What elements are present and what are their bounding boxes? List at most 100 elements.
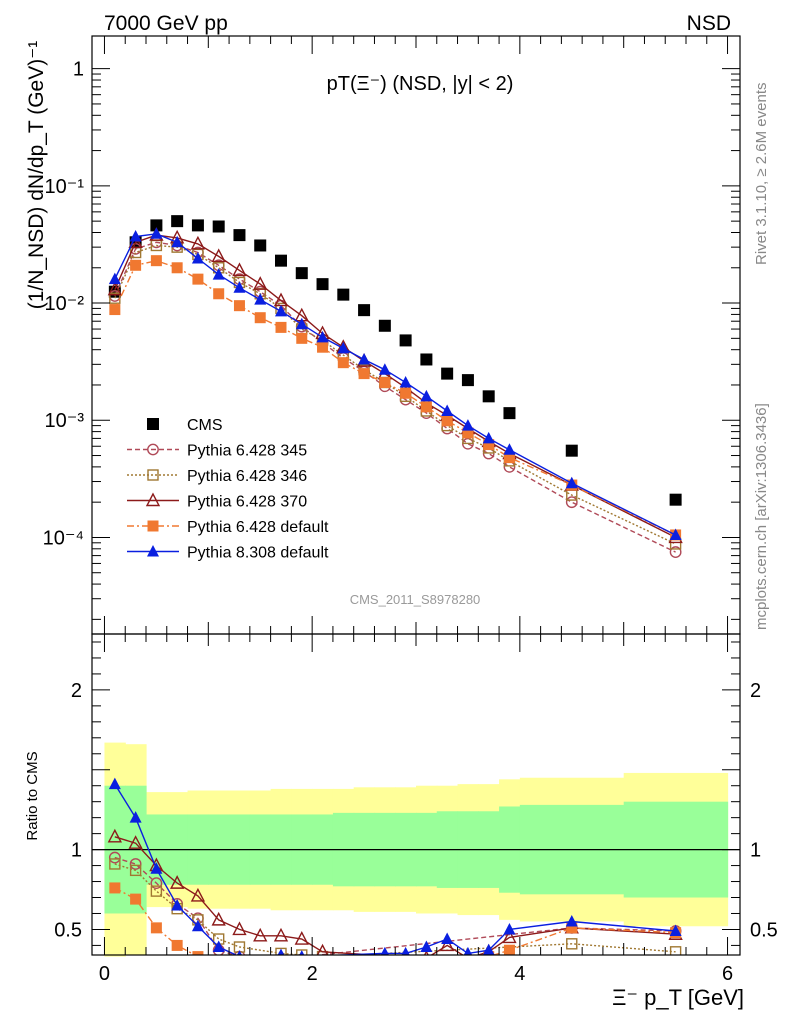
data-point — [108, 272, 121, 285]
ratio-point — [191, 919, 204, 932]
ratio-point — [129, 864, 142, 877]
plot-title-text: pT(Ξ⁻) (NSD, |y| < 2) — [327, 73, 514, 95]
data-point — [275, 321, 287, 333]
ratio-point — [441, 932, 454, 945]
data-point — [337, 341, 350, 354]
ratio-point — [108, 851, 121, 864]
ratio-point — [150, 922, 162, 934]
mcplots-label: mcplots.cern.ch [arXiv:1306.3436] — [753, 403, 770, 630]
series-line — [114, 244, 676, 545]
ratio-point — [503, 922, 516, 935]
legend-label: Pythia 6.428 default — [187, 519, 329, 536]
ratio-y-tick-label-right: 0.5 — [750, 919, 778, 941]
x-tick-label: 4 — [514, 963, 525, 985]
ratio-y-tick-label-right: 1 — [750, 840, 761, 862]
data-point — [420, 353, 433, 366]
ratio-line — [114, 856, 676, 955]
legend: CMS Pythia 6.428 345 Pythia 6.428 346 Pythi… — [127, 417, 329, 562]
ratio-point — [669, 946, 682, 955]
data-point — [669, 493, 682, 506]
data-point — [150, 255, 162, 267]
y-tick-label: 10⁻⁴ — [43, 527, 84, 549]
data-point — [275, 254, 287, 267]
rivet-version-label: Rivet 3.1.10, ≥ 2.6M events — [753, 83, 770, 266]
data-point — [482, 390, 495, 403]
data-point — [337, 357, 349, 369]
data-point — [109, 304, 121, 316]
legend-label: Pythia 8.308 default — [187, 545, 329, 562]
data-point — [253, 276, 268, 290]
ratio-point — [423, 950, 429, 955]
series-line — [114, 241, 676, 553]
ratio-point — [171, 939, 183, 951]
ratio-point — [129, 858, 142, 870]
data-point — [107, 281, 123, 296]
data-point — [358, 368, 370, 380]
series-line — [114, 233, 676, 536]
ratio-point — [109, 858, 121, 870]
plot-title: pT(Ξ⁻) (NSD, |y| < 2) — [327, 73, 514, 95]
x-tick-label: 0 — [99, 963, 110, 985]
legend-label: Pythia 6.428 346 — [187, 468, 307, 485]
ratio-point — [380, 946, 390, 955]
data-point — [150, 227, 163, 239]
legend-marker — [145, 492, 161, 507]
y-tick-label: 10⁻² — [45, 293, 85, 315]
legend-marker — [147, 443, 159, 456]
ratio-point — [273, 927, 289, 942]
legend-marker — [147, 418, 159, 430]
data-point — [503, 407, 516, 420]
data-point — [461, 374, 474, 387]
ratio-point — [150, 885, 163, 897]
data-point — [565, 476, 578, 489]
legend-entry: Pythia 6.428 default — [127, 519, 329, 536]
data-point — [317, 341, 329, 353]
data-point — [378, 363, 391, 375]
data-point — [232, 262, 247, 277]
legend-marker — [147, 469, 159, 481]
ratio-y-tick-label-right: 2 — [750, 680, 761, 702]
ratio-y-tick-label: 1 — [71, 840, 82, 862]
ratio-point — [150, 877, 163, 890]
legend-entry: Pythia 6.428 370 — [127, 492, 307, 511]
data-point — [275, 304, 287, 317]
data-point — [191, 251, 204, 264]
ratio-point — [236, 950, 243, 955]
legend-entry: Pythia 8.308 default — [127, 545, 329, 562]
data-point — [192, 273, 204, 285]
data-point — [420, 401, 432, 413]
data-point — [358, 352, 371, 365]
ratio-point — [420, 940, 433, 953]
legend-entry: Pythia 6.428 346 — [127, 468, 307, 485]
data-point — [233, 281, 246, 293]
data-point — [400, 387, 412, 399]
series-0 — [108, 215, 682, 506]
ratio-point — [482, 943, 495, 955]
data-point — [171, 215, 184, 228]
ratio-point — [669, 924, 682, 937]
data-point — [213, 288, 225, 300]
x-tick-label: 6 — [722, 963, 733, 985]
ratio-point — [130, 893, 142, 905]
ratio-clip-group — [107, 777, 683, 955]
ratio-point — [566, 922, 578, 934]
data-point — [211, 248, 226, 263]
data-point — [462, 427, 474, 439]
ratio-point — [212, 940, 225, 953]
y-tick-label: 1 — [73, 59, 84, 81]
data-point — [441, 367, 454, 380]
main-panel-series — [107, 215, 683, 558]
data-point — [212, 220, 225, 233]
data-point — [399, 375, 412, 388]
data-point — [316, 278, 329, 291]
data-point — [503, 443, 516, 455]
ratio-point — [566, 938, 578, 950]
data-point — [254, 312, 266, 324]
data-point — [254, 293, 267, 305]
data-point — [254, 239, 267, 252]
ratio-point — [129, 811, 142, 823]
ratio-point — [401, 946, 410, 955]
ratio-point — [169, 875, 185, 889]
main-panel-axes: 10⁻⁴ 10⁻³ 10⁻² 10⁻¹ 1 — [43, 35, 741, 635]
data-point — [109, 292, 121, 304]
